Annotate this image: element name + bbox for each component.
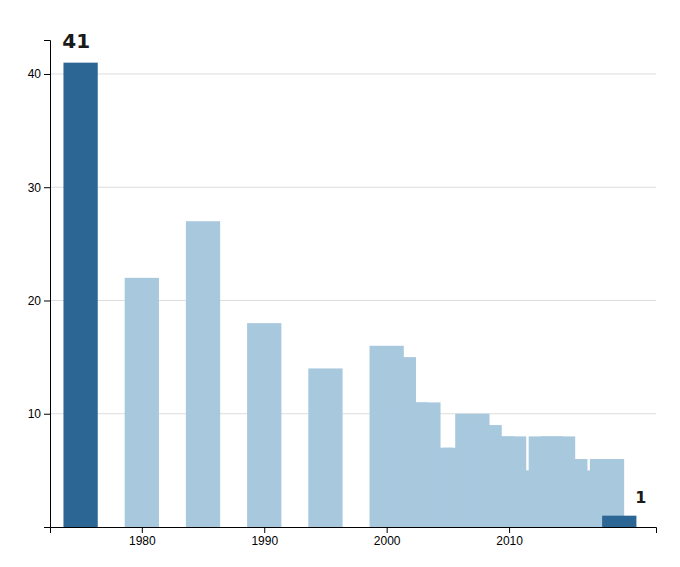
plot: 198019902000201010203040411	[28, 29, 657, 547]
tick: 2000	[374, 527, 401, 548]
tick-label: 2010	[496, 534, 523, 548]
bar	[308, 368, 342, 527]
bar	[247, 323, 281, 527]
tick-mark	[44, 414, 50, 415]
tick: 1990	[251, 527, 278, 548]
tick-label: 40	[28, 67, 42, 81]
tick-mark	[387, 527, 388, 533]
y-axis: 10 20 30 40	[28, 41, 51, 528]
tick: 40	[28, 67, 50, 81]
grid-line	[50, 187, 656, 188]
annotation: 41	[62, 29, 90, 53]
tick-label: 20	[28, 294, 42, 308]
bar	[125, 278, 159, 527]
axis-line	[44, 41, 51, 528]
annotations: 41 1	[62, 29, 646, 507]
bar	[186, 221, 220, 527]
grid-line	[50, 73, 656, 74]
tick-label: 30	[28, 181, 42, 195]
tick-label: 10	[28, 407, 42, 421]
bar	[63, 63, 97, 527]
x-axis: 1980 1990 2000 2010	[51, 527, 657, 548]
tick-label: 1990	[251, 534, 278, 548]
tick-mark	[44, 74, 50, 75]
tick: 10	[28, 407, 50, 421]
chart: 198019902000201010203040411	[0, 0, 680, 567]
annotation: 1	[635, 488, 646, 507]
tick: 20	[28, 294, 50, 308]
axis-line	[51, 528, 657, 534]
tick-label: 2000	[374, 534, 401, 548]
tick-mark	[142, 527, 143, 533]
tick-mark	[264, 527, 265, 533]
tick: 30	[28, 181, 50, 195]
tick-mark	[44, 187, 50, 188]
bar	[602, 516, 636, 527]
tick-label: 1980	[129, 534, 156, 548]
bars	[63, 63, 636, 527]
tick: 1980	[129, 527, 156, 548]
tick-mark	[509, 527, 510, 533]
tick-mark	[44, 300, 50, 301]
tick: 2010	[496, 527, 523, 548]
